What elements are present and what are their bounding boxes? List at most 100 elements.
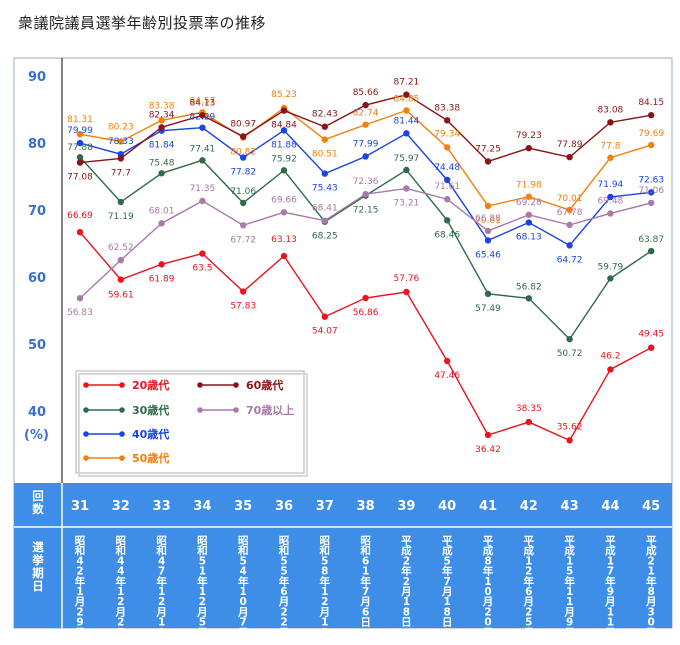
election-date: 2 xyxy=(199,596,206,608)
election-date: 平 xyxy=(646,535,657,547)
y-tick-label: 70 xyxy=(28,204,46,219)
data-point xyxy=(484,290,492,298)
election-date: 昭 xyxy=(156,535,167,547)
election-date: 7 xyxy=(444,576,451,588)
election-date: 月 xyxy=(482,596,494,608)
data-point xyxy=(117,155,125,162)
legend-marker xyxy=(233,382,239,388)
data-label: 80.82 xyxy=(230,148,256,158)
election-date: 月 xyxy=(155,606,167,618)
data-label: 68.25 xyxy=(312,232,338,242)
legend-entry: 50歳代 xyxy=(132,451,169,465)
election-date: 年 xyxy=(75,575,86,588)
election-date: 1 xyxy=(117,586,124,598)
data-label: 79.23 xyxy=(516,131,542,141)
data-point xyxy=(76,139,84,147)
election-date: 平 xyxy=(605,535,616,547)
election-date: 年 xyxy=(524,575,535,588)
date-row-label: 選 xyxy=(32,540,44,554)
legend-marker xyxy=(119,407,125,413)
election-date: 9 xyxy=(607,586,614,598)
round-number: 36 xyxy=(275,499,293,514)
round-number: 39 xyxy=(397,499,415,514)
election-date: 8 xyxy=(321,627,328,639)
data-label: 57.49 xyxy=(475,304,501,314)
data-label: 35.62 xyxy=(557,422,583,432)
election-date: 4 xyxy=(240,566,247,578)
legend-entry: 60歳代 xyxy=(246,378,283,392)
data-label: 56.82 xyxy=(516,282,542,292)
data-label: 77.25 xyxy=(475,144,501,154)
data-label: 82.43 xyxy=(312,110,338,120)
data-label: 63.5 xyxy=(192,264,212,274)
election-date: 1 xyxy=(199,586,206,598)
election-date: 1 xyxy=(321,617,328,629)
data-label: 71.61 xyxy=(434,182,460,192)
election-date: 0 xyxy=(240,596,247,608)
legend-entry: 20歳代 xyxy=(132,378,169,392)
data-label: 77.7 xyxy=(111,168,131,178)
data-point xyxy=(484,237,492,244)
data-point xyxy=(321,217,328,224)
data-point xyxy=(444,217,451,224)
data-point xyxy=(403,185,410,192)
data-point xyxy=(240,199,247,207)
round-number: 40 xyxy=(438,499,456,514)
data-point xyxy=(566,221,573,229)
data-label: 65.46 xyxy=(475,250,501,260)
y-axis-unit: (%) xyxy=(24,428,49,443)
election-date: 昭 xyxy=(197,535,208,547)
data-label: 81.44 xyxy=(394,116,420,126)
data-labels: 66.69 59.61 61.89 63.5 57.83 63.13 54.07 56.86 5… xyxy=(67,78,664,455)
election-date: 9 xyxy=(566,617,573,629)
data-label: 70.61 xyxy=(475,216,501,226)
data-label: 68.01 xyxy=(149,206,175,216)
data-point xyxy=(280,209,288,216)
data-label: 83.38 xyxy=(149,101,175,111)
data-label: 71.98 xyxy=(516,181,542,191)
election-date: 日 xyxy=(483,627,494,639)
election-date: 平 xyxy=(442,535,453,547)
data-label: 78.33 xyxy=(108,137,134,147)
election-date: 平 xyxy=(524,535,535,547)
data-label: 75.48 xyxy=(149,158,175,168)
election-date: 成 xyxy=(442,544,453,557)
election-date: 1 xyxy=(525,555,532,567)
data-point xyxy=(362,101,369,109)
election-date: 日 xyxy=(238,627,249,639)
y-axis-ticks: 90 80 70 60 50 40 (%) xyxy=(24,70,49,443)
election-date: 4 xyxy=(117,555,124,567)
election-date: 8 xyxy=(444,606,451,618)
election-date: 日 xyxy=(564,627,575,639)
data-point xyxy=(525,295,532,302)
legend-marker xyxy=(83,431,89,437)
y-tick-label: 40 xyxy=(28,405,46,420)
date-row-label: 日 xyxy=(32,579,44,593)
election-date: 日 xyxy=(646,627,657,639)
election-date: 成 xyxy=(401,544,412,557)
data-label: 50.72 xyxy=(557,349,583,359)
election-date: 月 xyxy=(523,596,535,608)
data-label: 75.97 xyxy=(394,154,420,164)
data-label: 80.51 xyxy=(312,150,338,160)
data-label: 38.35 xyxy=(516,404,542,414)
election-date: 日 xyxy=(156,637,167,645)
y-tick-label: 90 xyxy=(28,70,46,85)
data-point xyxy=(444,357,451,365)
election-date: 平 xyxy=(401,535,412,547)
data-label: 71.35 xyxy=(190,184,216,194)
data-label: 80.97 xyxy=(230,120,256,130)
election-date: 2 xyxy=(525,566,532,578)
election-date: 5 xyxy=(240,555,247,567)
election-date: 和 xyxy=(196,544,208,557)
data-point xyxy=(199,197,206,205)
data-point xyxy=(566,153,573,161)
election-date: 月 xyxy=(196,606,208,618)
legend-marker xyxy=(83,382,89,388)
election-date: 年 xyxy=(646,575,657,588)
legend: 20歳代 30歳代 40歳代 50歳代 60歳代 70歳以上 xyxy=(75,370,308,477)
data-point xyxy=(199,112,206,119)
data-point xyxy=(362,190,369,198)
data-label: 67.78 xyxy=(557,208,583,218)
y-tick-label: 50 xyxy=(28,338,46,353)
